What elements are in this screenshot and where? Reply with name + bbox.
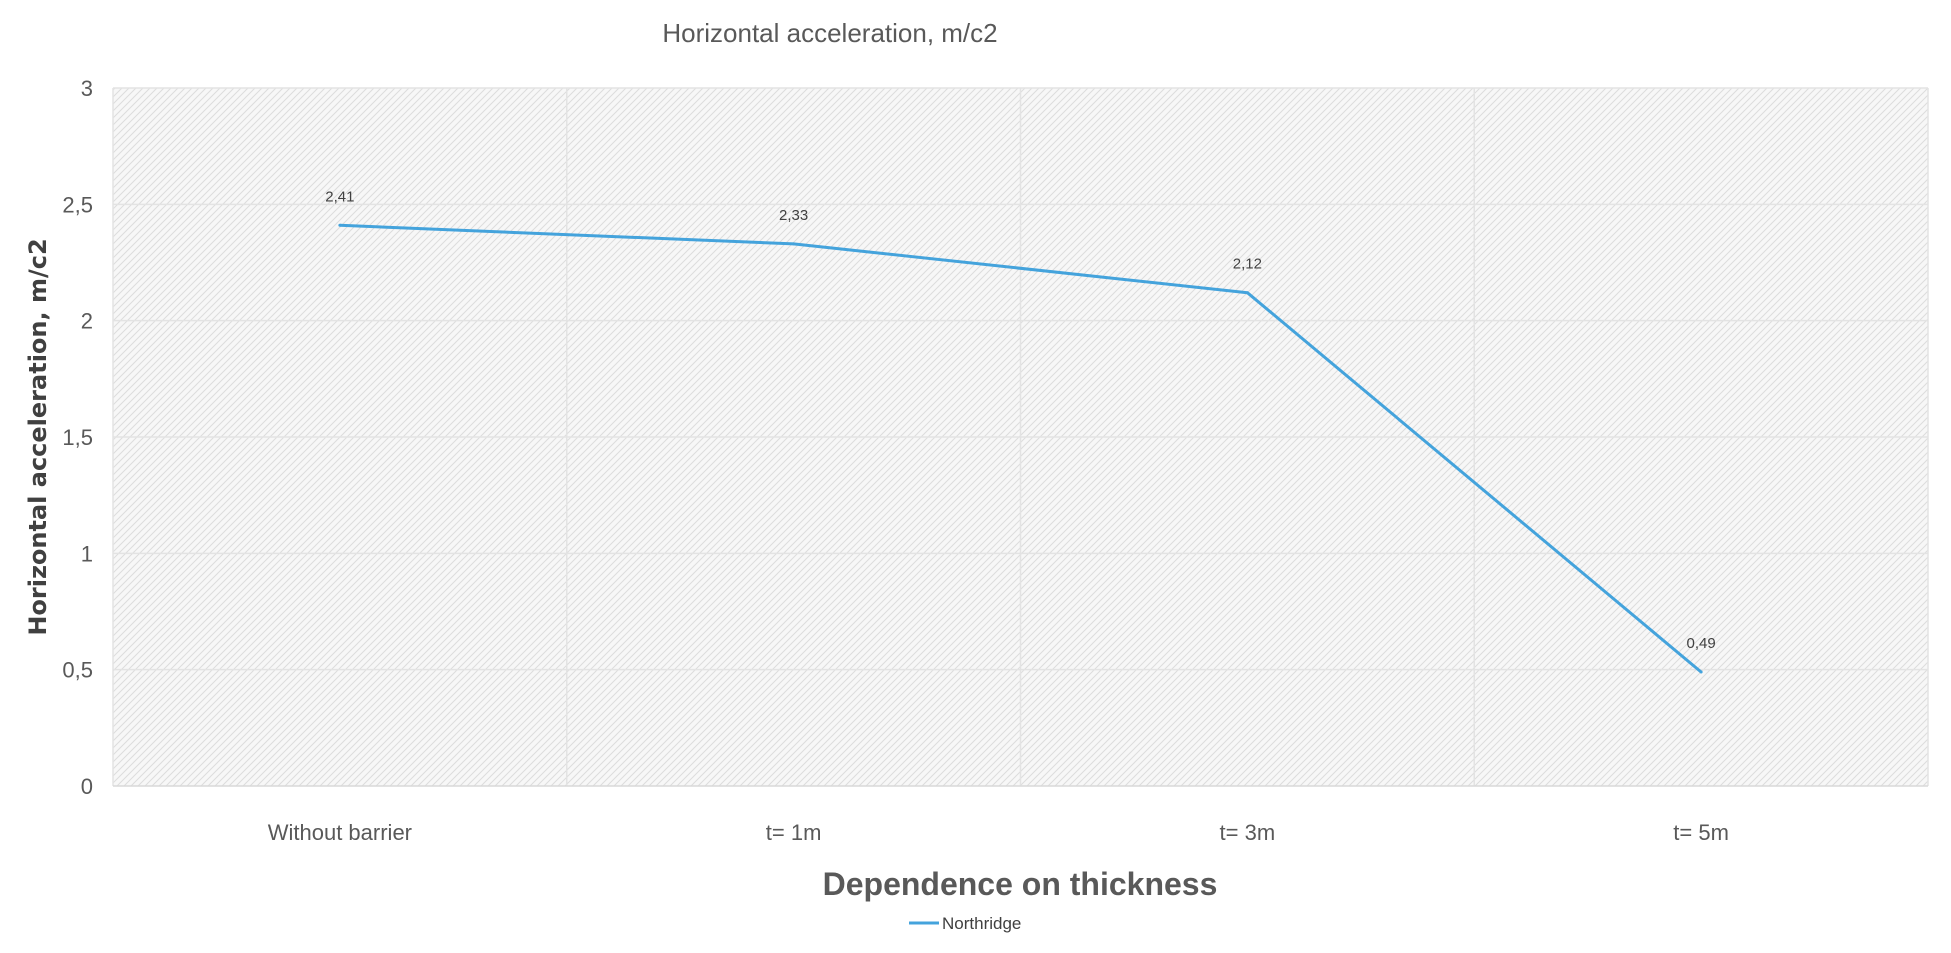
y-axis-title: Horizontal acceleration, m/c2 [24, 238, 52, 635]
y-tick-label: 0,5 [62, 658, 93, 683]
y-tick-label: 2 [81, 309, 93, 334]
legend: Northridge [909, 914, 1021, 933]
y-tick-label: 2,5 [62, 192, 93, 217]
x-tick-label: t= 5m [1673, 820, 1729, 845]
data-label: 2,12 [1233, 256, 1262, 273]
legend-label-northridge: Northridge [942, 914, 1021, 933]
x-tick-label: t= 3m [1220, 820, 1276, 845]
data-point [1245, 291, 1249, 295]
chart-title: Horizontal acceleration, m/c2 [662, 18, 997, 48]
x-tick-label: Without barrier [268, 820, 412, 845]
x-axis-title: Dependence on thickness [823, 866, 1218, 902]
y-tick-label: 1 [81, 541, 93, 566]
data-points [338, 223, 1703, 674]
y-axis-ticks: 0 0,5 1 1,5 2 2,5 3 [62, 76, 93, 799]
data-labels: 2,41 2,33 2,12 0,49 [325, 188, 1715, 652]
data-label: 2,41 [325, 188, 354, 205]
data-point [792, 242, 796, 246]
vertical-gridlines [112, 88, 1929, 786]
data-point [1699, 670, 1703, 674]
y-tick-label: 0 [81, 774, 93, 799]
data-point [338, 223, 342, 227]
x-axis-ticks: Without barrier t= 1m t= 3m t= 5m [268, 820, 1729, 845]
data-label: 2,33 [779, 207, 808, 224]
series-line-northridge [339, 223, 1703, 674]
y-tick-label: 1,5 [62, 425, 93, 450]
data-label: 0,49 [1687, 635, 1716, 652]
y-tick-label: 3 [81, 76, 93, 101]
x-tick-label: t= 1m [766, 820, 822, 845]
